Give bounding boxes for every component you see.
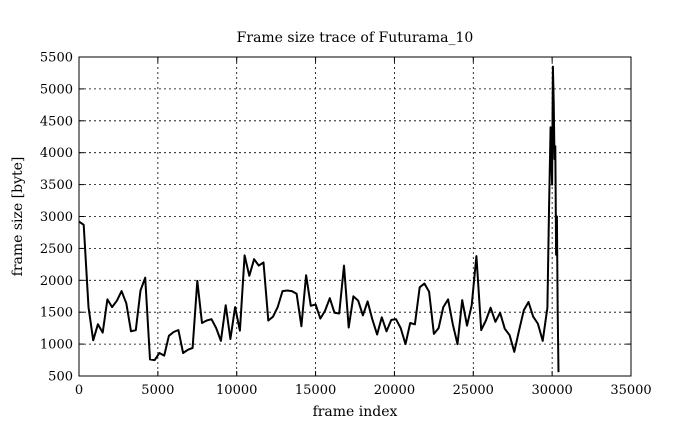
y-tick-label: 4000 — [40, 146, 73, 161]
x-tick-label: 30000 — [531, 383, 572, 398]
x-tick-label: 15000 — [295, 383, 336, 398]
y-tick-label: 1500 — [40, 306, 73, 321]
y-axis-title: frame size [byte] — [10, 157, 26, 277]
axis-ticks: 0 5000 10000 15000 20000 25000 30000 35000 500 10… — [40, 51, 652, 399]
y-tick-label: 3000 — [40, 210, 73, 225]
grid-lines — [79, 57, 631, 376]
y-tick-label: 2000 — [40, 274, 73, 289]
y-tick-label: 2500 — [40, 242, 73, 257]
x-tick-label: 0 — [75, 383, 83, 398]
x-tick-label: 10000 — [216, 383, 257, 398]
x-tick-label: 5000 — [141, 383, 174, 398]
series-line — [78, 65, 560, 373]
y-tick-label: 3500 — [40, 178, 73, 193]
y-tick-label: 5000 — [40, 82, 73, 97]
x-tick-label: 35000 — [610, 383, 651, 398]
y-tick-label: 5500 — [40, 51, 73, 66]
y-tick-label: 1000 — [40, 338, 73, 353]
x-tick-label: 25000 — [453, 383, 494, 398]
x-axis-title: frame index — [313, 404, 398, 420]
y-tick-label: 4500 — [40, 114, 73, 129]
y-tick-label: 500 — [48, 370, 73, 385]
chart-title: Frame size trace of Futurama_10 — [237, 30, 474, 46]
plot-area — [78, 65, 560, 373]
x-tick-label: 20000 — [374, 383, 415, 398]
